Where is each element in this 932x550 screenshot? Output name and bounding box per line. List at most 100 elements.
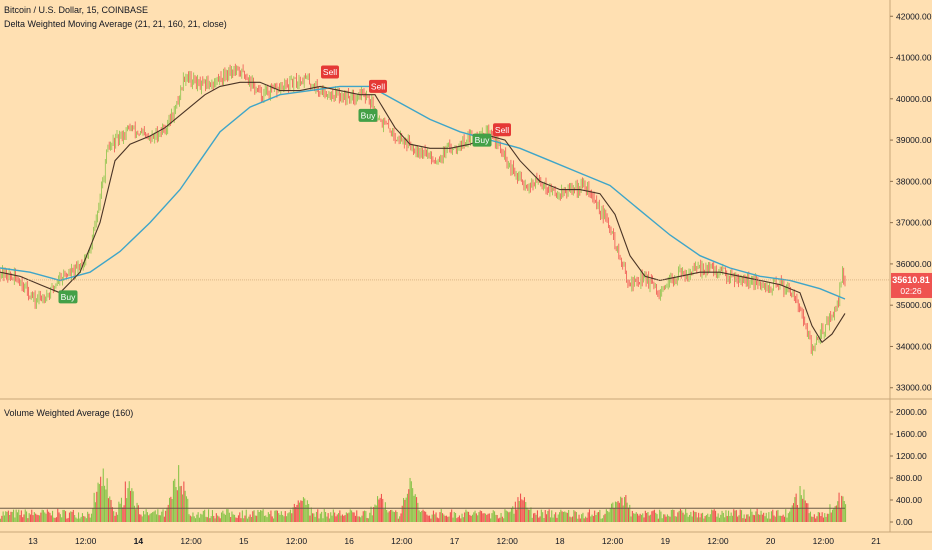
volume-bar [122,507,124,522]
volume-bar [731,515,733,522]
volume-bar [197,512,199,522]
time-tick-label: 12:00 [813,536,835,546]
volume-bar [371,515,373,522]
volume-bar [167,504,169,522]
volume-bar [144,514,146,522]
volume-bar [421,510,423,522]
volume-bar [843,501,845,522]
volume-bar [254,515,256,522]
volume-bar [338,513,340,522]
volume-bar [621,497,623,522]
volume-bar [699,517,701,522]
volume-tick-label: 0.00 [896,517,913,527]
volume-bar [241,510,243,522]
volume-bar [243,518,245,522]
volume-bar [812,516,814,522]
volume-bar [845,504,847,522]
volume-bar [707,513,709,522]
volume-bar [808,513,810,522]
volume-bar [595,515,597,522]
volume-bar [787,513,789,522]
volume-bar [396,512,398,522]
volume-bar [559,512,561,522]
volume-bar [439,512,441,522]
volume-bar [35,513,37,522]
volume-bar [215,513,217,522]
volume-bar [704,516,706,522]
buy-signal-label: Buy [61,292,76,302]
volume-bar [211,510,213,522]
volume-bar [835,505,837,522]
volume-bar [222,510,224,522]
volume-bar [781,515,783,522]
volume-bar [331,515,333,522]
volume-bar [66,518,68,522]
volume-bar [507,511,509,522]
volume-bar [473,512,475,522]
volume-bar [478,512,480,522]
volume-bar [644,510,646,522]
volume-bar [791,505,793,522]
volume-bar [384,502,386,522]
volume-bar [809,511,811,522]
volume-bar [81,513,83,522]
volume-bar [438,518,440,522]
volume-bar [29,514,31,522]
volume-bar [18,509,20,522]
volume-bar [690,511,692,522]
volume-bar [713,509,715,522]
volume-bar [85,518,87,522]
volume-label: Volume Weighted Average (160) [4,408,133,418]
volume-bar [430,518,432,522]
volume-bar [605,509,607,522]
volume-bar [715,510,717,522]
volume-bar [0,518,2,522]
volume-bar [44,512,46,522]
volume-bar [501,516,503,522]
volume-bar [664,514,666,522]
volume-bar [834,506,836,522]
volume-bar [276,510,278,522]
volume-bar [124,481,126,522]
volume-bar [252,511,254,522]
volume-bar [780,515,782,522]
volume-bar [739,509,741,522]
volume-bar [195,518,197,522]
volume-bar [327,513,329,522]
volume-bar [481,511,483,522]
volume-bar [50,515,52,522]
volume-bar [683,514,685,522]
volume-bar [769,518,771,522]
volume-bar [139,514,141,522]
volume-bar [40,512,42,522]
volume-bar [115,512,117,522]
volume-bar [361,515,363,522]
volume-bar [100,476,102,522]
volume-bar [256,515,258,522]
volume-bar [68,512,70,522]
volume-bar [661,518,663,522]
volume-bar [829,504,831,522]
volume-bar [183,481,185,522]
volume-bar [379,497,381,522]
volume-bar [669,516,671,522]
volume-bar [315,511,317,522]
volume-bar [343,515,345,522]
volume-bar [816,516,818,522]
volume-bar [257,509,259,522]
volume-bar [176,490,178,522]
volume-bar [804,500,806,522]
volume-bar [227,509,229,522]
volume-bar [419,512,421,522]
volume-bar [312,513,314,522]
volume-bar [596,512,598,522]
volume-bar [191,516,193,522]
volume-bar [317,509,319,522]
volume-bar [643,517,645,522]
volume-bar [250,516,252,522]
volume-bar [313,513,315,522]
volume-bar [258,511,260,522]
